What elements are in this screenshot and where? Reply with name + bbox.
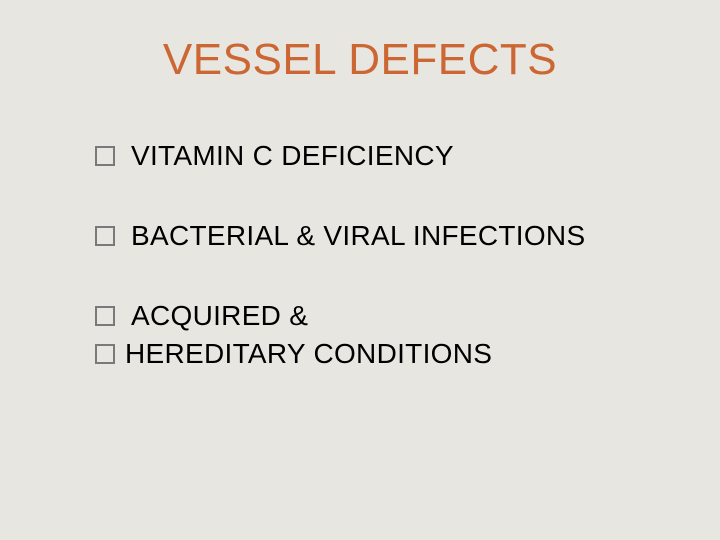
bullet-item: VITAMIN C DEFICIENCY: [95, 140, 625, 172]
square-bullet-icon: [95, 226, 115, 246]
bullet-text: BACTERIAL & VIRAL INFECTIONS: [131, 220, 585, 252]
bullet-text: ACQUIRED &: [131, 300, 308, 332]
slide-title: VESSEL DEFECTS: [95, 35, 625, 85]
bullet-text: HEREDITARY CONDITIONS: [125, 338, 492, 370]
square-bullet-icon: [95, 306, 115, 326]
square-bullet-icon: [95, 146, 115, 166]
bullet-item: HEREDITARY CONDITIONS: [95, 338, 625, 370]
bullet-item: ACQUIRED &: [95, 300, 625, 332]
square-bullet-icon: [95, 344, 115, 364]
bullet-text: VITAMIN C DEFICIENCY: [131, 140, 454, 172]
bullet-item: BACTERIAL & VIRAL INFECTIONS: [95, 220, 625, 252]
slide-container: VESSEL DEFECTS VITAMIN C DEFICIENCY BACT…: [0, 0, 720, 540]
